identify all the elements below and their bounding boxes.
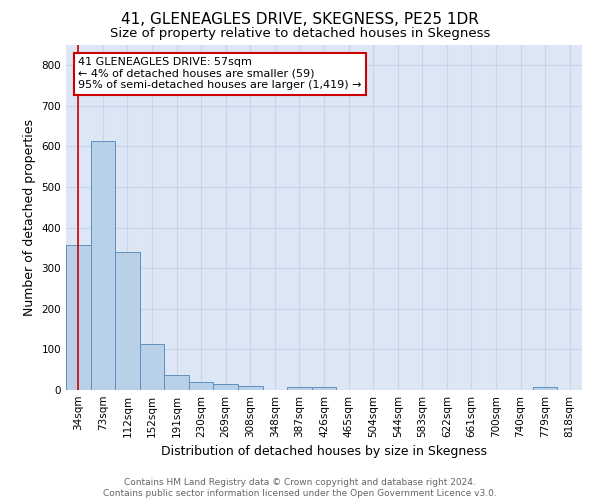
Bar (66, 244, 91, 390)
Text: Size of property relative to detached houses in Skegness: Size of property relative to detached ho… (110, 28, 490, 40)
Bar (164, 374, 189, 390)
Bar (312, 387, 336, 390)
Bar (533, 387, 557, 390)
Text: Contains HM Land Registry data © Crown copyright and database right 2024.
Contai: Contains HM Land Registry data © Crown c… (103, 478, 497, 498)
Text: 41, GLENEAGLES DRIVE, SKEGNESS, PE25 1DR: 41, GLENEAGLES DRIVE, SKEGNESS, PE25 1DR (121, 12, 479, 28)
Bar (189, 382, 214, 390)
Bar (238, 386, 263, 390)
Bar (140, 344, 164, 390)
Bar (214, 384, 238, 390)
Y-axis label: Number of detached properties: Number of detached properties (23, 119, 36, 316)
X-axis label: Distribution of detached houses by size in Skegness: Distribution of detached houses by size … (161, 446, 487, 458)
Bar (287, 387, 312, 390)
Bar (115, 252, 140, 390)
Text: 41 GLENEAGLES DRIVE: 57sqm
← 4% of detached houses are smaller (59)
95% of semi-: 41 GLENEAGLES DRIVE: 57sqm ← 4% of detac… (78, 57, 362, 90)
Bar (91, 141, 115, 390)
